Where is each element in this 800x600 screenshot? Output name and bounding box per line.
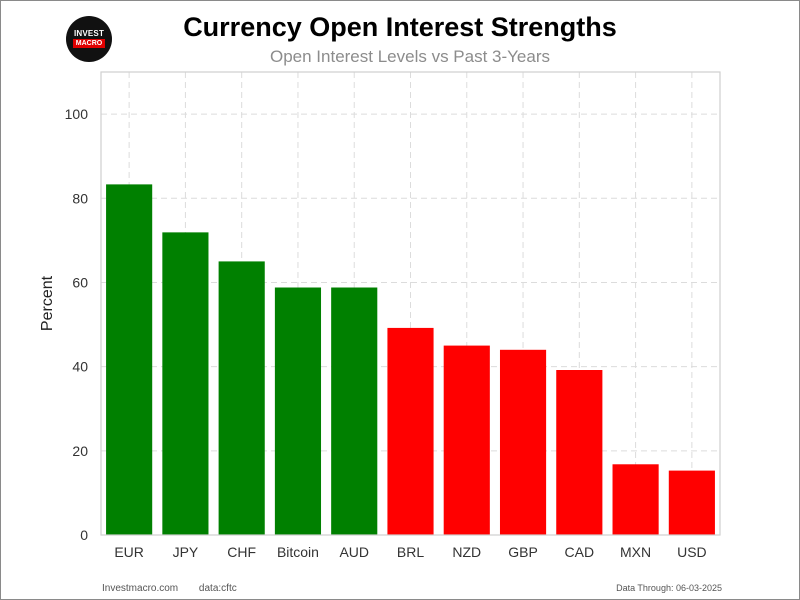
bar-chf <box>218 261 265 535</box>
x-tick-label: MXN <box>620 544 651 560</box>
footer-date: Data Through: 06-03-2025 <box>616 583 722 593</box>
x-tick-label: GBP <box>508 544 538 560</box>
logo-text-top: INVEST <box>73 29 105 38</box>
bar-usd <box>668 470 715 535</box>
x-tick-label: Bitcoin <box>277 544 319 560</box>
y-tick-label: 20 <box>72 443 88 459</box>
bar-nzd <box>443 345 490 535</box>
x-tick-label: NZD <box>452 544 481 560</box>
footer-source: data:cftc <box>198 583 237 594</box>
x-tick-label: BRL <box>397 544 424 560</box>
y-tick-label: 80 <box>72 190 88 206</box>
x-tick-label: USD <box>677 544 707 560</box>
y-tick-label: 100 <box>65 106 89 122</box>
y-tick-label: 0 <box>80 527 88 543</box>
y-tick-label: 40 <box>72 359 88 375</box>
x-tick-label: EUR <box>114 544 144 560</box>
y-tick-label: 60 <box>72 274 88 290</box>
chart-title: Currency Open Interest Strengths <box>183 12 617 42</box>
x-tick-label: JPY <box>173 544 199 560</box>
bar-eur <box>106 184 153 535</box>
investmacro-logo: INVEST MACRO <box>66 16 112 62</box>
plot-border <box>100 71 721 536</box>
bar-aud <box>331 287 378 535</box>
x-tick-label: CAD <box>565 544 595 560</box>
bar-jpy <box>162 232 209 535</box>
bar-mxn <box>612 464 659 535</box>
y-axis-label: Percent <box>39 275 56 331</box>
x-tick-label: CHF <box>227 544 256 560</box>
bar-bitcoin <box>274 287 322 535</box>
footer-left: Investmacro.com data:cftc <box>102 583 255 594</box>
bar-brl <box>387 327 434 535</box>
bar-cad <box>556 370 603 535</box>
x-tick-label: AUD <box>339 544 369 560</box>
bar-gbp <box>499 349 547 535</box>
footer-site: Investmacro.com <box>102 583 179 594</box>
logo-text-bottom: MACRO <box>73 39 105 48</box>
chart-subtitle: Open Interest Levels vs Past 3-Years <box>269 47 551 66</box>
